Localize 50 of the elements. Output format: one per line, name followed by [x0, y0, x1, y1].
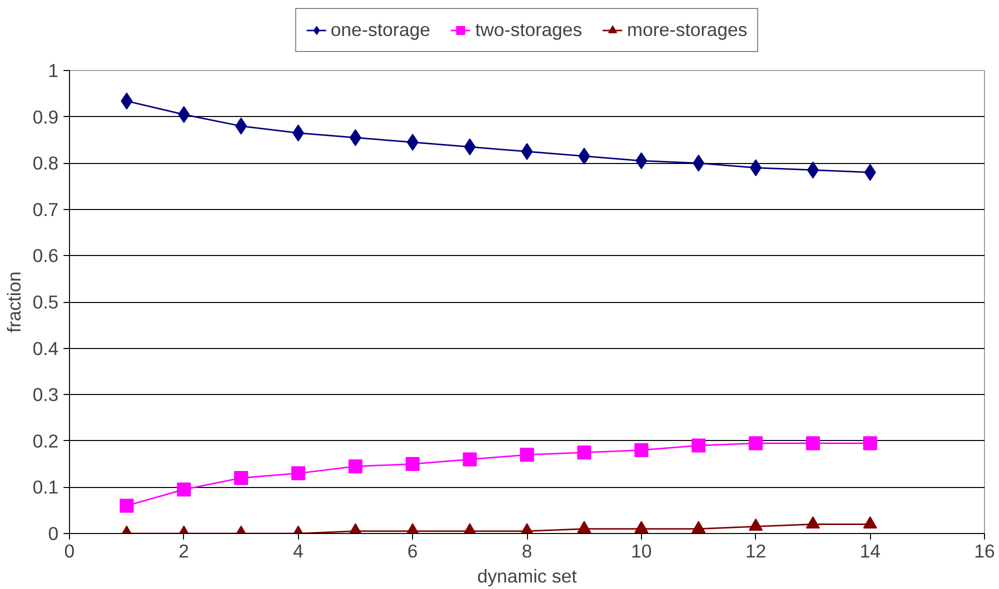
point: [634, 443, 648, 458]
y-tick-label: 0.6: [32, 245, 59, 266]
y-tick-label: 0.3: [32, 384, 59, 406]
y-tick-label: 0.4: [32, 338, 59, 359]
x-tick-label: 14: [860, 540, 881, 562]
point: [464, 138, 476, 156]
x-tick-label: 4: [293, 540, 304, 562]
point: [348, 459, 362, 474]
point: [120, 498, 134, 513]
point: [292, 124, 304, 142]
legend-label: more-storages: [627, 19, 748, 41]
point: [462, 452, 477, 466]
y-tick-label: 0.9: [32, 106, 59, 128]
point: [863, 436, 878, 450]
x-tick-label: 16: [974, 540, 995, 562]
x-tick-label: 0: [64, 540, 75, 562]
point: [234, 470, 248, 485]
point: [863, 516, 878, 528]
legend-label: one-storage: [330, 19, 430, 41]
point: [577, 445, 592, 460]
point: [577, 520, 592, 534]
x-tick-label: 8: [522, 540, 532, 562]
x-tick-label: 2: [178, 540, 190, 562]
point: [634, 520, 648, 534]
y-axis-title: fraction: [4, 271, 25, 333]
point: [120, 92, 133, 110]
y-tick-label: 0.5: [32, 292, 59, 312]
x-axis-title: dynamic set: [477, 566, 578, 586]
x-tick-label: 12: [745, 540, 766, 562]
point: [176, 482, 191, 497]
y-tick-label: 0.2: [32, 430, 59, 452]
point: [748, 436, 763, 450]
y-tick-label: 0.1: [32, 476, 59, 498]
x-tick-label: 6: [407, 540, 418, 562]
x-tick-label: 10: [631, 540, 652, 562]
point: [692, 438, 706, 453]
point: [406, 457, 420, 472]
y-tick-label: 1: [48, 60, 59, 81]
point: [750, 159, 762, 176]
point: [578, 148, 590, 165]
y-tick-label: 0.7: [32, 198, 59, 220]
point: [692, 520, 706, 534]
point: [806, 516, 820, 528]
point: [291, 466, 306, 480]
legend-label: two-storages: [475, 19, 582, 41]
y-tick-label: 0: [48, 523, 59, 544]
point: [520, 448, 534, 462]
point: [806, 436, 820, 450]
y-tick-label: 0.8: [32, 152, 59, 174]
point: [748, 518, 763, 531]
